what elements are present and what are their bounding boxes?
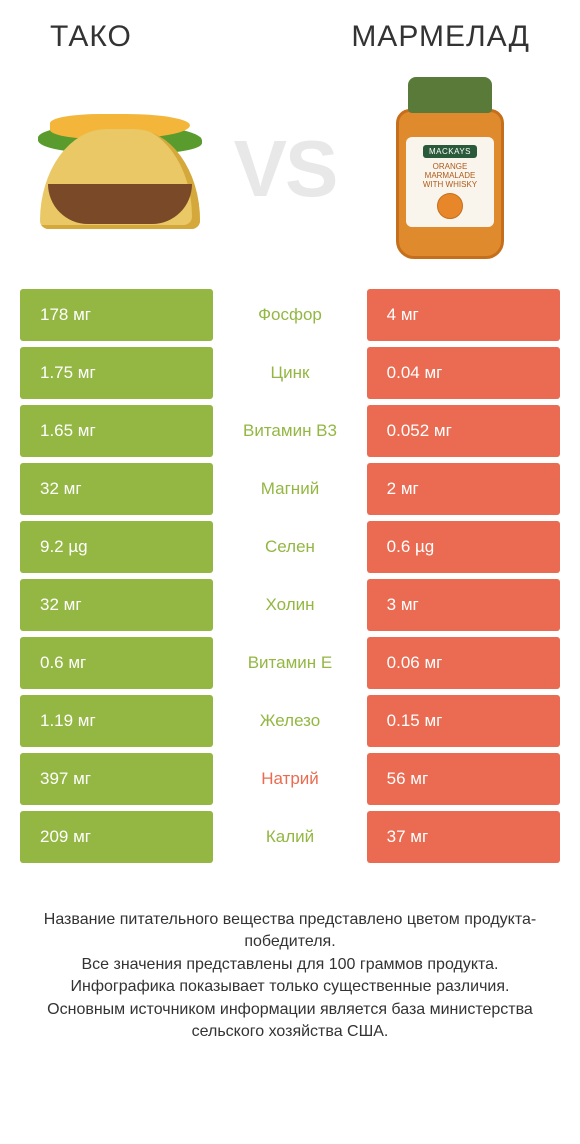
right-value: 0.052 мг — [367, 405, 560, 457]
nutrient-label: Селен — [213, 521, 366, 573]
nutrient-label: Фосфор — [213, 289, 366, 341]
right-value: 37 мг — [367, 811, 560, 863]
right-title: МАРМЕЛАД — [351, 20, 530, 54]
left-value: 1.75 мг — [20, 347, 213, 399]
footer-line: Название питательного вещества представл… — [30, 909, 550, 954]
nutrient-label: Железо — [213, 695, 366, 747]
left-value: 209 мг — [20, 811, 213, 863]
left-title: ТАКО — [50, 20, 132, 54]
table-row: 209 мгКалий37 мг — [20, 811, 560, 863]
orange-icon — [437, 193, 463, 219]
taco-icon — [30, 104, 210, 234]
nutrient-label: Магний — [213, 463, 366, 515]
table-row: 178 мгФосфор4 мг — [20, 289, 560, 341]
jar-brand: MACKAYS — [423, 145, 477, 158]
nutrient-label: Холин — [213, 579, 366, 631]
nutrient-label: Витамин B3 — [213, 405, 366, 457]
right-value: 2 мг — [367, 463, 560, 515]
nutrient-label: Цинк — [213, 347, 366, 399]
table-row: 397 мгНатрий56 мг — [20, 753, 560, 805]
right-value: 0.15 мг — [367, 695, 560, 747]
jar-line3: WITH WHISKY — [423, 180, 477, 189]
left-image — [20, 104, 220, 234]
vs-label: VS — [234, 123, 337, 215]
table-row: 0.6 мгВитамин E0.06 мг — [20, 637, 560, 689]
right-image: MACKAYS ORANGE MARMALADE WITH WHISKY — [350, 77, 550, 262]
nutrient-label: Витамин E — [213, 637, 366, 689]
jar-icon: MACKAYS ORANGE MARMALADE WITH WHISKY — [390, 77, 510, 262]
left-value: 178 мг — [20, 289, 213, 341]
left-value: 0.6 мг — [20, 637, 213, 689]
table-row: 32 мгХолин3 мг — [20, 579, 560, 631]
footer-notes: Название питательного вещества представл… — [0, 869, 580, 1043]
left-value: 397 мг — [20, 753, 213, 805]
jar-line2: MARMALADE — [425, 171, 476, 180]
images-row: VS MACKAYS ORANGE MARMALADE WITH WHISKY — [0, 64, 580, 289]
table-row: 1.75 мгЦинк0.04 мг — [20, 347, 560, 399]
header: ТАКО МАРМЕЛАД — [0, 0, 580, 64]
right-value: 0.06 мг — [367, 637, 560, 689]
nutrient-label: Калий — [213, 811, 366, 863]
comparison-table: 178 мгФосфор4 мг 1.75 мгЦинк0.04 мг 1.65 м… — [0, 289, 580, 863]
left-value: 9.2 µg — [20, 521, 213, 573]
table-row: 9.2 µgСелен0.6 µg — [20, 521, 560, 573]
table-row: 1.19 мгЖелезо0.15 мг — [20, 695, 560, 747]
right-value: 3 мг — [367, 579, 560, 631]
footer-line: Основным источником информации является … — [30, 999, 550, 1044]
table-row: 32 мгМагний2 мг — [20, 463, 560, 515]
jar-line1: ORANGE — [433, 162, 468, 171]
right-value: 0.04 мг — [367, 347, 560, 399]
left-value: 32 мг — [20, 463, 213, 515]
right-value: 56 мг — [367, 753, 560, 805]
nutrient-label: Натрий — [213, 753, 366, 805]
right-value: 0.6 µg — [367, 521, 560, 573]
left-value: 1.65 мг — [20, 405, 213, 457]
left-value: 1.19 мг — [20, 695, 213, 747]
left-value: 32 мг — [20, 579, 213, 631]
footer-line: Все значения представлены для 100 граммо… — [30, 954, 550, 976]
right-value: 4 мг — [367, 289, 560, 341]
table-row: 1.65 мгВитамин B30.052 мг — [20, 405, 560, 457]
footer-line: Инфографика показывает только существенн… — [30, 976, 550, 998]
